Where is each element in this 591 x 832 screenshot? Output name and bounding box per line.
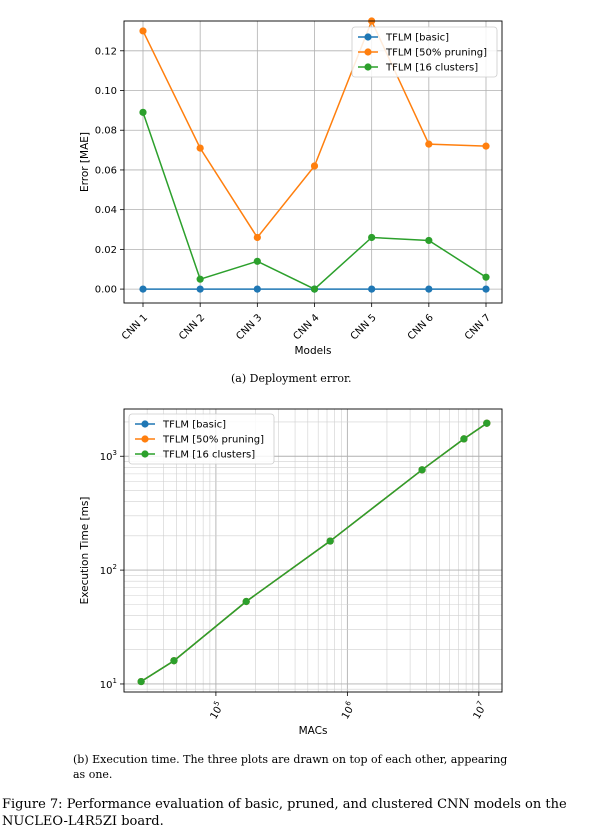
data-point [242, 597, 250, 606]
data-point [326, 537, 334, 545]
data-point [482, 142, 490, 150]
legend-box [128, 413, 275, 465]
data-point [368, 285, 376, 293]
plot-frame [123, 408, 503, 693]
data-point [482, 285, 490, 293]
y-axis-label: Error [MAE] [79, 132, 91, 192]
y-axis-label: Execution Time [ms] [79, 497, 91, 605]
data-point [418, 466, 426, 474]
legend-label: TFLM [basic] [385, 33, 449, 44]
data-point [196, 285, 204, 293]
data-point [482, 273, 490, 281]
legend-label: TFLM [16 clusters] [162, 450, 255, 461]
y-tick-label: 0.00 [95, 285, 117, 296]
figure-caption: Figure 7: Performance evaluation of basi… [2, 797, 567, 829]
y-tick-label: 0.08 [95, 126, 117, 137]
subcaption-a: (a) Deployment error. [231, 372, 352, 385]
data-point [253, 285, 261, 293]
y-tick-label: 0.02 [95, 245, 117, 256]
legend-label: TFLM [50% pruning] [385, 48, 487, 59]
subcaption-b: (b) Execution time. The three plots are … [73, 753, 508, 781]
legend-label: TFLM [basic] [162, 420, 226, 431]
y-tick-label: 0.06 [95, 165, 117, 176]
data-point [139, 27, 147, 35]
data-point [425, 140, 433, 148]
data-point [196, 144, 204, 152]
data-point [368, 233, 376, 242]
x-tick-label: 107 [469, 700, 490, 722]
y-tick-label: 103 [100, 449, 117, 463]
data-point [139, 285, 147, 293]
legend-swatch-marker [364, 48, 372, 56]
data-point [170, 657, 178, 665]
data-point [137, 677, 145, 686]
legend-label: TFLM [16 clusters] [385, 63, 478, 74]
y-tick-label: 0.12 [95, 46, 117, 57]
data-point [425, 236, 433, 245]
x-axis-label: Models [295, 345, 332, 357]
y-tick-label: 102 [100, 563, 117, 577]
data-point [139, 108, 147, 116]
legend-label: TFLM [50% pruning] [162, 435, 264, 446]
data-point [196, 275, 204, 283]
plot-frame [123, 20, 503, 304]
data-point [310, 285, 319, 293]
legend-swatch-marker [364, 63, 372, 71]
data-point [310, 162, 319, 170]
legend-swatch-marker [141, 435, 149, 443]
data-point [483, 419, 491, 427]
legend-box [351, 26, 498, 78]
legend-swatch-marker [141, 450, 149, 458]
data-point [253, 233, 261, 242]
data-point [460, 435, 468, 443]
x-tick-label: 105 [206, 700, 227, 722]
legend-swatch-marker [364, 33, 372, 41]
legend-swatch-marker [141, 420, 149, 428]
chart-execution-time: 101 102 103 105 106 107 MACs Execution Time [ms… [79, 408, 503, 737]
data-point [253, 257, 261, 265]
y-tick-label: 0.04 [95, 205, 117, 216]
y-tick-label: 0.10 [95, 86, 117, 97]
x-axis-label: MACs [299, 725, 328, 737]
x-tick-label: 106 [337, 699, 358, 721]
data-point [425, 285, 433, 293]
y-tick-label: 101 [100, 677, 117, 691]
